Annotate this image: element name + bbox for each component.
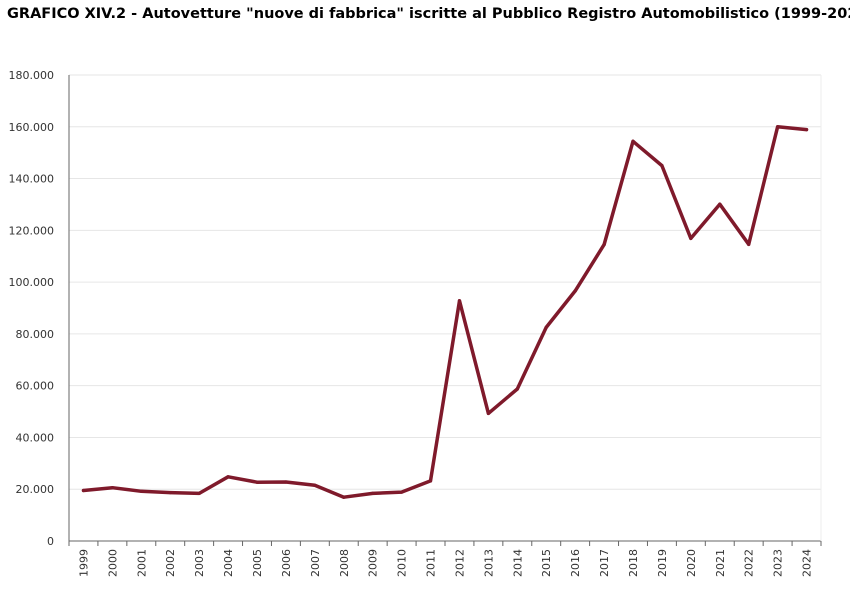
data-point <box>486 411 490 415</box>
y-tick-label: 20.000 <box>16 483 55 496</box>
gridlines <box>69 74 821 490</box>
x-tick-label: 2003 <box>193 549 206 577</box>
series-lines <box>81 125 809 499</box>
data-point <box>428 479 433 483</box>
data-point <box>313 483 317 487</box>
x-tick-label: 2009 <box>367 549 380 577</box>
x-tick-label: 2018 <box>627 549 640 577</box>
y-tick-label: 0 <box>47 535 54 548</box>
data-point <box>660 164 664 168</box>
y-tick-label: 100.000 <box>9 276 55 289</box>
data-point <box>515 387 519 391</box>
data-point <box>197 491 201 495</box>
x-tick-label: 2012 <box>453 549 466 577</box>
data-point <box>776 125 780 129</box>
x-tick-label: 2024 <box>801 549 814 577</box>
data-point <box>81 488 86 493</box>
x-tick-label: 2006 <box>280 549 293 577</box>
chart-title: GRAFICO XIV.2 - Autovetture "nuove di fa… <box>7 6 850 22</box>
series-line <box>81 125 809 499</box>
data-point <box>371 491 375 495</box>
x-tick-label: 2015 <box>540 549 553 577</box>
y-tick-label: 120.000 <box>9 224 55 237</box>
x-tick-label: 2011 <box>425 549 438 577</box>
y-tick-label: 60.000 <box>16 380 55 393</box>
x-tick-label: 1999 <box>77 549 90 577</box>
data-point <box>284 480 288 484</box>
data-point <box>255 480 259 484</box>
y-tick-label: 160.000 <box>9 121 55 134</box>
x-tick-label: 2002 <box>164 549 177 577</box>
x-tick-label: 2007 <box>309 549 322 577</box>
x-axis-tick-labels: 1999 2000 2001 2002 2003 2004 2005 2006 2007 2008… <box>77 549 813 577</box>
data-point <box>168 490 172 495</box>
y-tick-label: 80.000 <box>16 328 55 341</box>
x-tick-label: 2020 <box>685 549 698 577</box>
x-tick-label: 2023 <box>772 549 785 577</box>
y-tick-label: 40.000 <box>16 431 55 444</box>
data-point <box>342 495 346 499</box>
x-tick-label: 2001 <box>135 549 148 577</box>
data-point <box>602 242 606 247</box>
data-point <box>689 236 693 240</box>
data-point <box>804 128 809 132</box>
x-tick-label: 2021 <box>714 549 727 577</box>
data-point <box>400 490 404 494</box>
x-tick-label: 2019 <box>656 549 669 577</box>
data-point <box>110 486 114 490</box>
data-point <box>573 289 577 293</box>
y-tick-label: 180.000 <box>9 69 55 82</box>
data-point <box>226 475 230 479</box>
data-point <box>747 242 751 246</box>
x-tick-label: 2004 <box>222 549 235 577</box>
x-tick-label: 2016 <box>569 549 582 577</box>
x-tick-label: 2014 <box>511 549 524 577</box>
x-tick-label: 2017 <box>598 549 611 577</box>
x-tick-label: 2000 <box>106 549 119 577</box>
axes <box>68 75 822 546</box>
x-tick-label: 2022 <box>743 549 756 577</box>
data-point <box>139 489 143 493</box>
y-axis-tick-labels: 0 20.000 40.000 60.000 80.000 100.000 120.000 1… <box>9 69 55 548</box>
data-point <box>631 139 635 143</box>
x-tick-label: 2005 <box>251 549 264 577</box>
data-point <box>457 299 462 303</box>
data-point <box>718 202 722 206</box>
x-tick-label: 2010 <box>396 549 409 577</box>
data-point <box>544 325 548 330</box>
y-tick-label: 140.000 <box>9 173 55 186</box>
x-tick-label: 2008 <box>338 549 351 577</box>
x-tick-label: 2013 <box>482 549 495 577</box>
